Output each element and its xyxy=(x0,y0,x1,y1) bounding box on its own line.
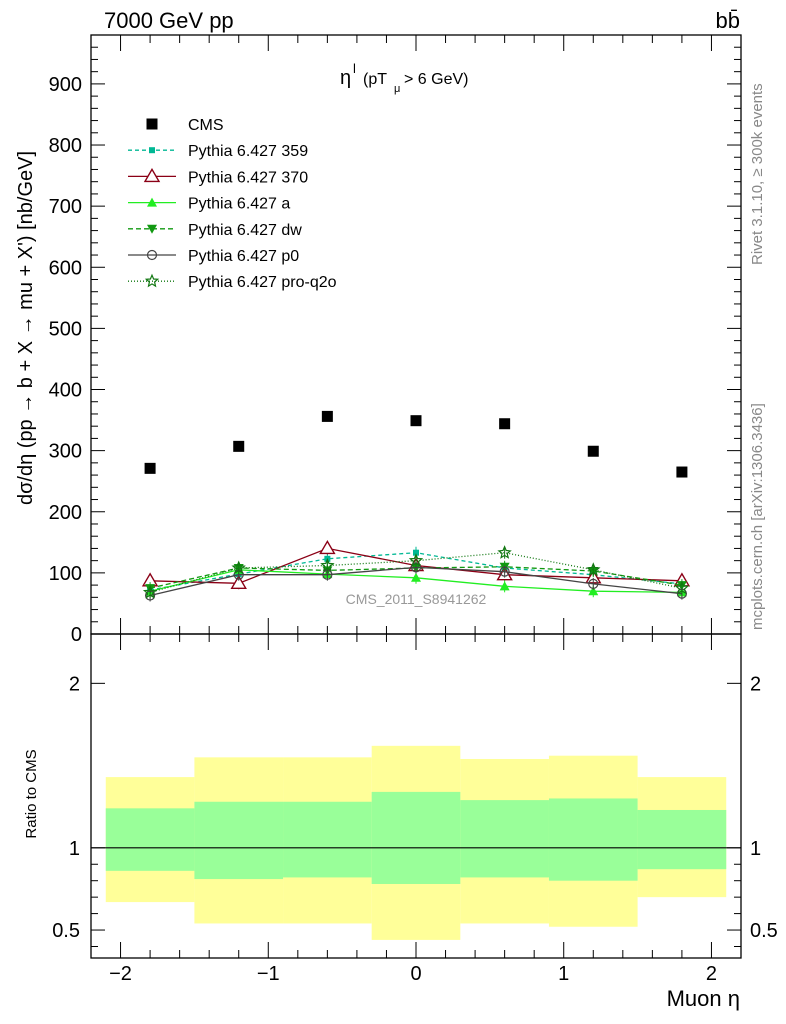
data-point-0-6 xyxy=(676,466,688,478)
data-point-0-5 xyxy=(587,445,599,457)
legend-label-1: Pythia 6.427 359 xyxy=(188,143,308,160)
ratio-ytick-label-right-1: 1 xyxy=(750,838,761,860)
data-point-0-3 xyxy=(410,415,422,427)
data-point-3-4 xyxy=(499,581,510,591)
legend-label-4: Pythia 6.427 dw xyxy=(188,222,302,239)
legend-item-5: Pythia 6.427 p0 xyxy=(128,248,299,265)
xtick-label-4: 2 xyxy=(706,963,717,985)
main-ytick-label-9: 900 xyxy=(49,74,82,96)
data-point-0-0 xyxy=(144,462,156,474)
xtick-label-1: −1 xyxy=(257,963,280,985)
data-point-3-5 xyxy=(588,586,599,596)
data-point-2-1 xyxy=(230,574,247,589)
main-ytick-label-6: 600 xyxy=(49,257,82,279)
legend-item-4: Pythia 6.427 dw xyxy=(128,222,302,239)
main-ytick-label-2: 200 xyxy=(49,502,82,524)
rivet-label: Rivet 3.1.10, ≥ 300k events xyxy=(749,83,766,265)
main-ytick-label-0: 0 xyxy=(71,624,82,646)
header-right: bb̄ xyxy=(716,8,740,33)
header-left: 7000 GeV pp xyxy=(104,8,234,33)
legend-item-1: Pythia 6.427 359 xyxy=(128,143,308,160)
legend-marker-1 xyxy=(149,147,155,154)
mcplots-label: mcplots.cern.ch [arXiv:1306.3436] xyxy=(749,403,766,630)
ratio-ytick-label-2: 2 xyxy=(69,673,80,695)
title-sup: l xyxy=(353,61,356,76)
ratio-ytick-label-1: 1 xyxy=(69,838,80,860)
xtick-label-0: −2 xyxy=(109,963,132,985)
main-ytick-label-4: 400 xyxy=(49,380,82,402)
legend-item-0: CMS xyxy=(146,117,224,134)
main-ytick-label-1: 100 xyxy=(49,563,82,585)
main-ytick-label-3: 300 xyxy=(49,441,82,463)
ratio-band-inner-1 xyxy=(194,801,284,880)
ratio-ytick-label-right-2: 2 xyxy=(750,673,761,695)
title-sub: μ xyxy=(394,83,400,95)
legend-marker-0 xyxy=(146,118,158,130)
xtick-label-3: 1 xyxy=(558,963,569,985)
data-point-5-4 xyxy=(499,566,510,577)
legend-label-3: Pythia 6.427 a xyxy=(188,196,290,213)
legend-label-0: CMS xyxy=(188,117,224,134)
legend-marker-2 xyxy=(143,168,161,183)
main-ytick-label-5: 500 xyxy=(49,318,82,340)
legend-marker-6 xyxy=(144,273,160,288)
ratio-band-inner-4 xyxy=(460,800,549,878)
legend-label-2: Pythia 6.427 370 xyxy=(188,169,308,186)
ratio-ytick-label-right-0: 0.5 xyxy=(750,920,778,942)
data-point-6-4 xyxy=(497,545,512,559)
legend-marker-4 xyxy=(147,224,157,234)
data-point-3-3 xyxy=(411,572,421,582)
legend-label-5: Pythia 6.427 p0 xyxy=(188,248,299,265)
data-point-6-6 xyxy=(674,580,690,595)
data-point-6-5 xyxy=(586,562,601,577)
ratio-band-inner-2 xyxy=(283,801,372,878)
data-point-0-4 xyxy=(499,418,511,430)
data-point-6-1 xyxy=(231,560,246,575)
series-0 xyxy=(144,410,688,478)
ratio-band-inner-3 xyxy=(371,791,461,884)
legend-item-3: Pythia 6.427 a xyxy=(128,196,290,213)
x-axis-label: Muon η xyxy=(667,986,740,1011)
ratio-band-inner-0 xyxy=(105,808,195,871)
plot-title: η l (pT μ > 6 GeV) xyxy=(340,61,468,95)
title-rest: > 6 GeV) xyxy=(404,71,468,88)
data-point-0-2 xyxy=(321,410,333,422)
main-ytick-label-8: 800 xyxy=(49,135,82,157)
ratio-band-inner-6 xyxy=(637,809,727,870)
main-ytick-label-7: 700 xyxy=(49,196,82,218)
legend-item-6: Pythia 6.427 pro-q2o xyxy=(128,273,337,291)
data-point-6-0 xyxy=(142,584,158,599)
ratio-y-axis-label: Ratio to CMS xyxy=(23,749,40,838)
data-point-6-3 xyxy=(408,553,424,567)
data-point-2-2 xyxy=(319,540,336,555)
ratio-band-inner-5 xyxy=(548,798,638,881)
data-point-5-5 xyxy=(588,578,599,589)
data-point-1-3 xyxy=(413,549,419,556)
data-point-6-2 xyxy=(320,557,335,572)
legend-label-6: Pythia 6.427 pro-q2o xyxy=(188,274,337,291)
legend-marker-3 xyxy=(147,197,157,207)
series-6 xyxy=(142,545,690,599)
xtick-label-2: 0 xyxy=(410,963,421,985)
legend-item-2: Pythia 6.427 370 xyxy=(128,168,308,186)
analysis-watermark: CMS_2011_S8941262 xyxy=(346,591,487,607)
main-y-axis-label: dσ/dη (pp → b + X → mu + X') [nb/GeV] xyxy=(15,151,37,505)
title-eta: η xyxy=(340,67,351,89)
legend-marker-5 xyxy=(146,249,158,261)
title-paren: (pT xyxy=(363,71,387,88)
data-point-0-1 xyxy=(233,440,245,452)
ratio-ytick-label-0: 0.5 xyxy=(52,920,80,942)
